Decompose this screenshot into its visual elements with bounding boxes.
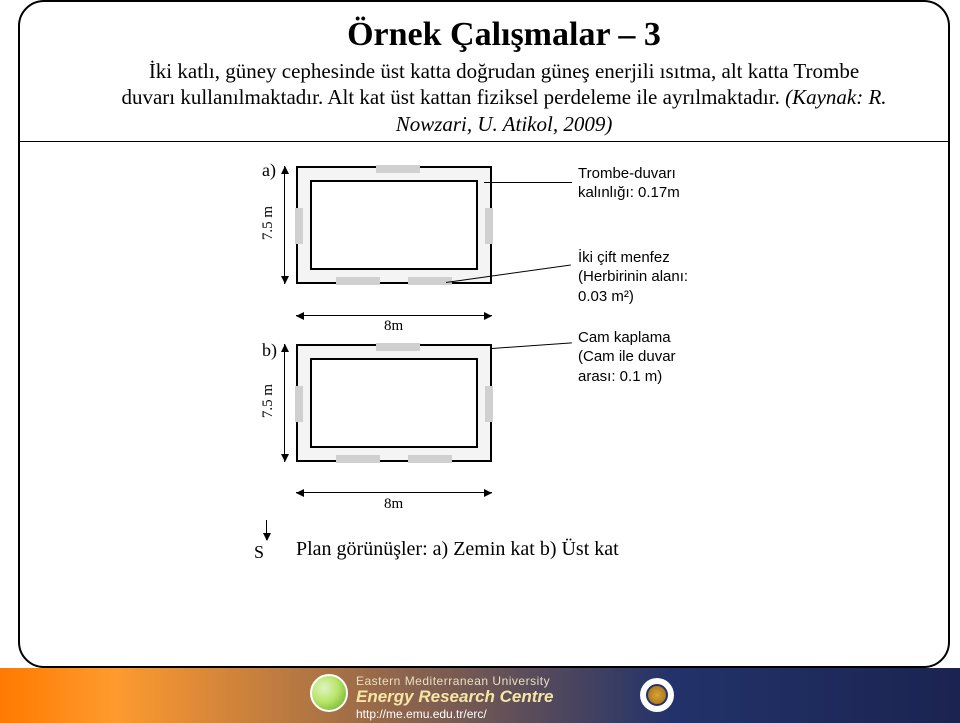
description: İki katlı, güney cephesinde üst katta do…	[110, 58, 898, 137]
callout-vents: İki çift menfez (Herbirinin alanı: 0.03 …	[578, 248, 688, 307]
plan-b-marker: b)	[262, 340, 277, 361]
erc-logo-icon	[310, 674, 348, 712]
callout-line: (Herbirinin alanı:	[578, 267, 688, 287]
callout-line: 0.03 m²)	[578, 287, 688, 307]
callout-line: kalınlığı: 0.17m	[578, 183, 680, 203]
vent-icon	[485, 386, 493, 422]
vent-icon	[295, 386, 303, 422]
vent-icon	[376, 165, 420, 173]
vent-icon	[336, 277, 380, 285]
plan-a-height-label: 7.5 m	[260, 206, 277, 240]
south-arrow-icon	[266, 520, 267, 540]
plan-b-height-label: 7.5 m	[260, 384, 277, 418]
width-arrow-bottom	[296, 492, 492, 493]
divider	[20, 141, 948, 142]
callout-line: İki çift menfez	[578, 248, 688, 268]
callout-line: (Cam ile duvar	[578, 347, 676, 367]
footer-university: Eastern Mediterranean University	[356, 674, 550, 688]
floor-plan-diagram: a) 7.5 m Trombe-duvarı kalınlığı: 0.17m …	[224, 160, 784, 580]
leader-line	[484, 182, 572, 183]
vent-icon	[295, 208, 303, 244]
page-title: Örnek Çalışmalar – 3	[110, 16, 898, 54]
desc-line-2: duvarı kullanılmaktadır. Alt kat üst kat…	[121, 85, 779, 109]
callout-line: arası: 0.1 m)	[578, 367, 676, 387]
leader-line	[492, 342, 572, 349]
footer-url: http://me.emu.edu.tr/erc/	[356, 707, 487, 721]
vent-icon	[408, 455, 452, 463]
footer: Eastern Mediterranean University Energy …	[0, 668, 960, 723]
callout-glazing: Cam kaplama (Cam ile duvar arası: 0.1 m)	[578, 328, 676, 387]
desc-line-1: İki katlı, güney cephesinde üst katta do…	[149, 59, 859, 83]
slide-frame: Örnek Çalışmalar – 3 İki katlı, güney ce…	[18, 0, 950, 668]
plan-b-inner	[310, 358, 478, 448]
vent-icon	[336, 455, 380, 463]
diagram-caption: Plan görünüşler: a) Zemin kat b) Üst kat	[296, 538, 619, 561]
plan-a-marker: a)	[262, 160, 276, 181]
plan-b-height-arrow	[284, 344, 285, 462]
callout-trombe: Trombe-duvarı kalınlığı: 0.17m	[578, 164, 680, 203]
vent-icon	[408, 277, 452, 285]
plan-a	[296, 166, 492, 284]
width-label-mid: 8m	[384, 318, 403, 335]
width-label-bottom: 8m	[384, 496, 403, 513]
vent-icon	[485, 208, 493, 244]
callout-line: Trombe-duvarı	[578, 164, 680, 184]
footer-centre: Energy Research Centre	[356, 687, 553, 707]
plan-a-inner	[310, 180, 478, 270]
plan-a-height-arrow	[284, 166, 285, 284]
vent-icon	[376, 343, 420, 351]
south-label: S	[254, 542, 264, 563]
callout-line: Cam kaplama	[578, 328, 676, 348]
plan-b	[296, 344, 492, 462]
emu-logo-icon	[640, 678, 674, 712]
width-arrow-mid	[296, 315, 492, 316]
